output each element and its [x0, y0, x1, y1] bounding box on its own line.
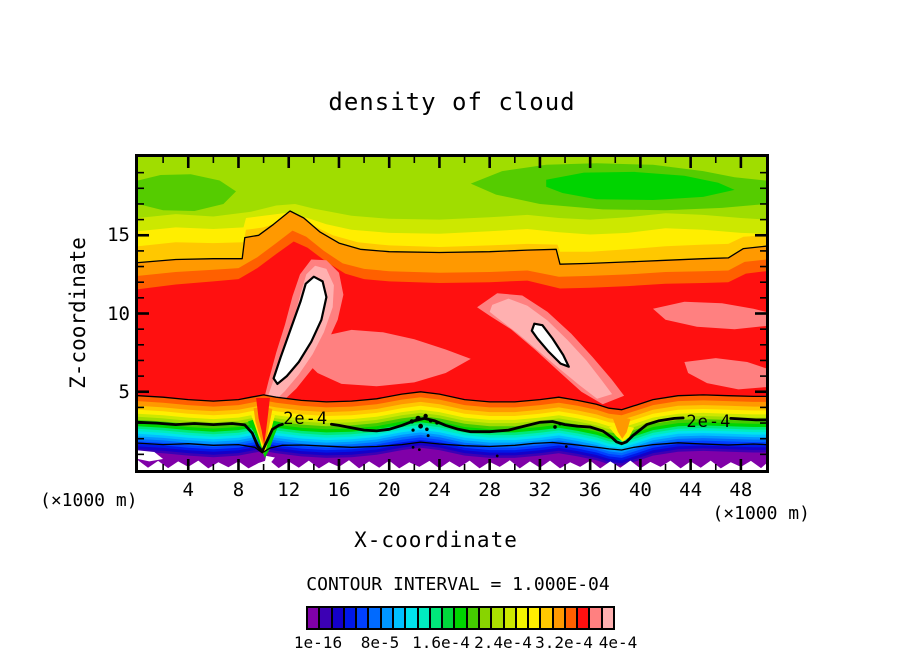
colorbar-cell [455, 608, 466, 628]
colorbar-cell [565, 608, 577, 628]
contour-speckle [564, 445, 568, 448]
x-axis-unit-left: (×1000 m) [40, 490, 138, 511]
colorbar-cell [541, 608, 552, 628]
salmon-streak-right-upper [653, 301, 766, 330]
contour-interval-label: CONTOUR INTERVAL = 1.000E-04 [306, 574, 610, 595]
salmon-streak-center [306, 329, 471, 387]
white-float-plume [264, 455, 275, 463]
contour-label-2e4: 2e-4 [283, 409, 328, 429]
contour-label-2e4: 2e-4 [686, 412, 731, 432]
colorbar-label: 1.6e-4 [412, 633, 470, 652]
x-tick-label: 16 [327, 479, 351, 501]
contour-speckle [417, 448, 421, 452]
contour-3e4-upper [138, 210, 766, 265]
colorbar-cell [418, 608, 429, 628]
colorbar-label: 2.4e-4 [474, 633, 532, 652]
colorbar-cell [308, 608, 319, 628]
x-tick-label: 44 [679, 479, 703, 501]
contour-speckle [409, 419, 415, 424]
colorbar-label: 3.2e-4 [535, 633, 593, 652]
contour-3e4-lower [138, 391, 766, 411]
colorbar-cell [516, 608, 528, 628]
colorbar [306, 606, 615, 630]
contour-speckle [423, 413, 428, 419]
contour-speckle [415, 415, 421, 421]
y-axis-title: Z-coordinate [66, 237, 90, 389]
plume-red [256, 398, 270, 445]
contour-speckle [435, 421, 439, 425]
colorbar-cell [578, 608, 589, 628]
colorbar-label: 8e-5 [360, 633, 400, 652]
x-tick-label: 4 [182, 479, 194, 501]
contour-field: 2e-4 2e-4 [138, 157, 766, 470]
colorbar-cell [479, 608, 491, 628]
white-hole-left [272, 275, 328, 385]
x-tick-label: 48 [729, 479, 753, 501]
colorbar-cell [344, 608, 356, 628]
x-tick-label: 28 [478, 479, 502, 501]
green-patch-left [138, 174, 236, 211]
contour-speckle [428, 418, 433, 423]
x-tick-label: 32 [528, 479, 552, 501]
colorbar-cell [406, 608, 417, 628]
bottom-white-strip [138, 459, 766, 470]
x-tick-label: 20 [377, 479, 401, 501]
y-tick-label: 5 [118, 380, 130, 403]
x-tick-label: 24 [427, 479, 451, 501]
colorbar-cell [332, 608, 343, 628]
contour-speckle [558, 422, 562, 426]
colorbar-cell [602, 608, 614, 628]
dip-orange [612, 416, 631, 439]
x-tick-label: 36 [578, 479, 602, 501]
x-axis-title: X-coordinate [354, 528, 518, 552]
colorbar-cell [504, 608, 515, 628]
x-tick-label: 40 [628, 479, 652, 501]
colorbar-label: 4e-4 [598, 633, 638, 652]
white-float-left [138, 450, 164, 462]
contour-1e4-lower [138, 441, 766, 454]
y-tick-label: 10 [107, 302, 130, 325]
colorbar-cell [357, 608, 368, 628]
colorbar-cell [467, 608, 478, 628]
plot-title: density of cloud [328, 88, 576, 116]
colorbar-cell [443, 608, 454, 628]
colorbar-cell [529, 608, 540, 628]
colorbar-label: 1e-16 [293, 633, 343, 652]
contour-speckle [411, 445, 415, 449]
contour-speckle [425, 427, 429, 432]
contour-2e4-seg-c [729, 416, 766, 422]
plot-frame [135, 154, 769, 473]
y-tick-label: 15 [107, 224, 130, 247]
contour-speckle [418, 423, 423, 429]
x-axis-unit-right: (×1000 m) [712, 503, 810, 524]
colorbar-cell [430, 608, 442, 628]
contour-speckle [426, 434, 430, 438]
salmon-streak-right-lower [684, 358, 766, 390]
x-tick-label: 12 [277, 479, 301, 501]
x-tick-label: 8 [232, 479, 245, 501]
colorbar-cell [320, 608, 331, 628]
contour-speckle [411, 428, 415, 432]
green-patch-right-core [546, 171, 735, 200]
colorbar-cell [590, 608, 601, 628]
contour-2e4-seg-a [138, 420, 284, 453]
contour-speckle [495, 454, 499, 458]
contour-plot: 2e-4 2e-4 [135, 154, 769, 473]
colorbar-cell [492, 608, 503, 628]
colorbar-cell [553, 608, 564, 628]
contour-speckle [553, 425, 557, 429]
white-hole-right [530, 322, 570, 368]
colorbar-cell [393, 608, 405, 628]
colorbar-cell [381, 608, 392, 628]
colorbar-cell [369, 608, 380, 628]
contour-2e4-seg-b [329, 416, 685, 446]
